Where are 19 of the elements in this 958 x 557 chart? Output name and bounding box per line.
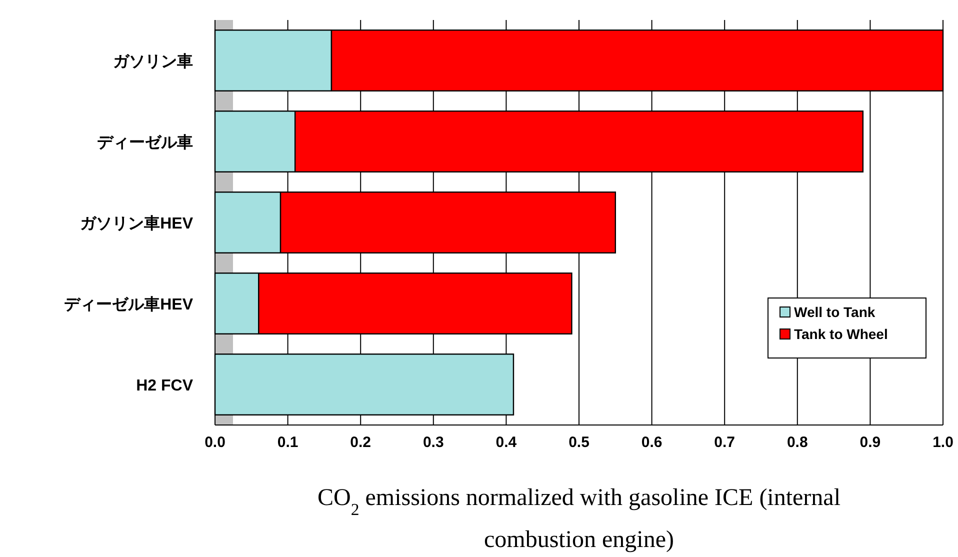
legend-label: Tank to Wheel: [794, 326, 888, 342]
y-tick-label: ガソリン車: [113, 52, 193, 70]
x-tick-label: 0.5: [568, 434, 590, 451]
y-tick-label: ディーゼル車: [97, 134, 193, 152]
x-tick-label: 0.4: [496, 434, 518, 451]
legend-label: Well to Tank: [794, 304, 876, 320]
y-tick-label: ディーゼル車HEV: [64, 296, 194, 314]
x-tick-label: 0.7: [714, 434, 736, 451]
x-tick-label: 0.1: [277, 434, 298, 451]
x-tick-label: 0.0: [204, 434, 226, 451]
x-tick-label: 0.9: [860, 434, 881, 451]
y-tick-label: H2 FCV: [136, 378, 194, 394]
x-tick-label: 1.0: [932, 434, 954, 451]
x-tick-label: 0.3: [422, 434, 444, 451]
x-axis-title: CO$_{2}$ emissions normalized with gasoline ICE (internal combustion engine): [318, 485, 841, 553]
x-tick-label: 0.2: [350, 434, 372, 451]
x-tick-label: 0.6: [641, 434, 662, 451]
x-tick-label: 0.8: [786, 434, 808, 451]
y-tick-label: ガソリン車HEV: [80, 214, 194, 232]
